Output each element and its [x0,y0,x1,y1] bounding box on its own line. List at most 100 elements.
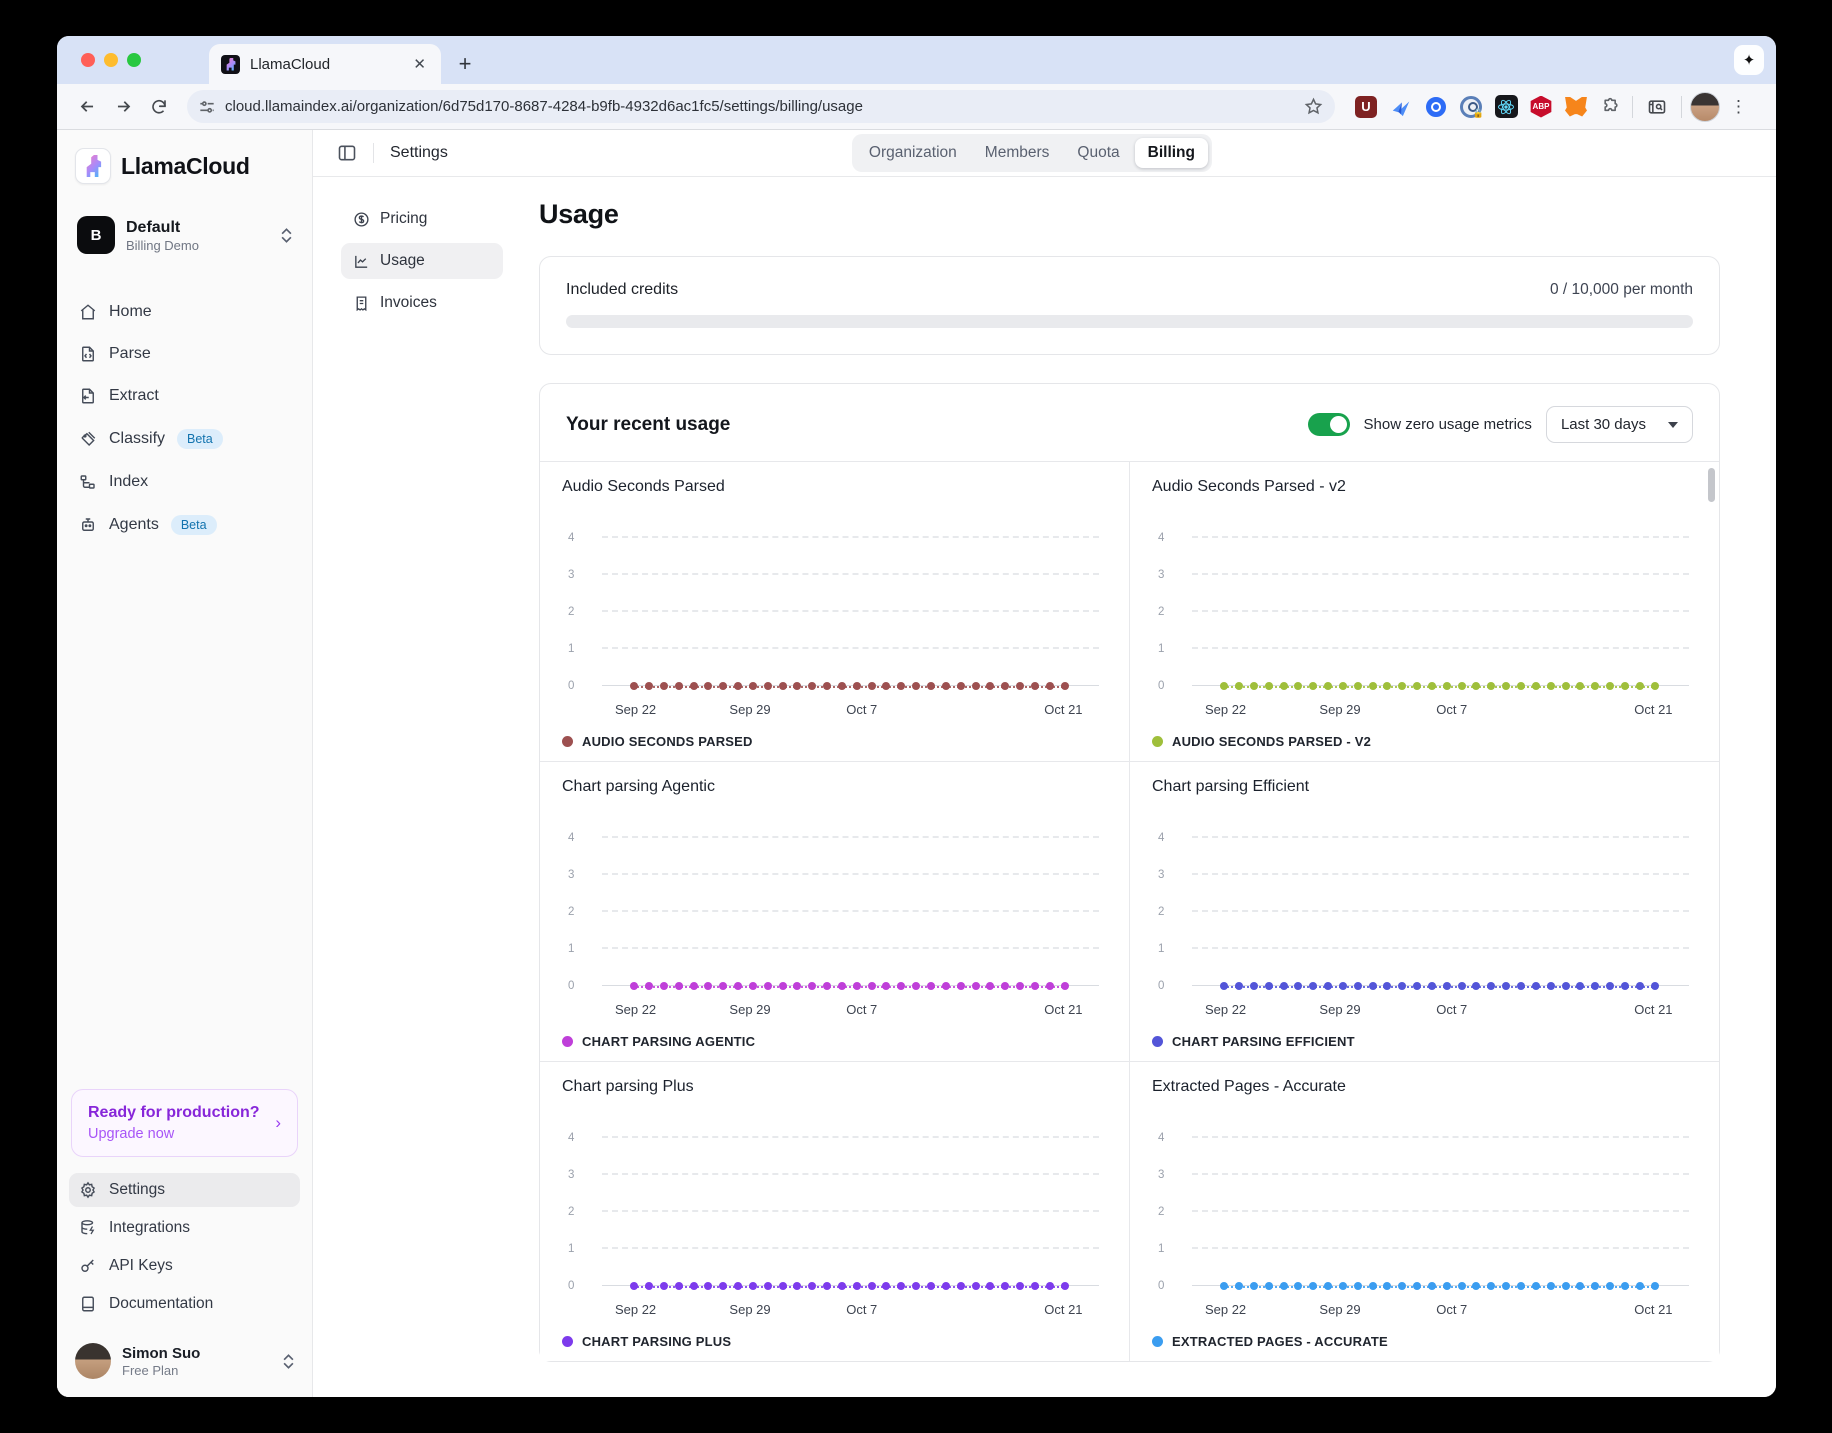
usage-chart-icon [353,253,370,270]
x-axis-tick: Sep 29 [729,1002,770,1017]
back-icon[interactable] [71,91,103,123]
data-point [1061,982,1069,990]
x-axis-tick: Oct 7 [1436,1002,1467,1017]
site-settings-icon[interactable] [199,99,215,115]
upgrade-card[interactable]: Ready for production? Upgrade now › [71,1089,298,1157]
data-point [1235,982,1243,990]
data-point [1636,1282,1644,1290]
extensions-puzzle-icon[interactable] [1598,94,1624,120]
data-point [1502,1282,1510,1290]
charts-scrollbar-thumb[interactable] [1708,468,1715,502]
minimize-window-button[interactable] [104,53,118,67]
bookmark-star-icon[interactable] [1304,97,1323,116]
data-point [1383,982,1391,990]
url-text[interactable]: cloud.llamaindex.ai/organization/6d75d17… [225,98,1294,115]
show-zero-usage-toggle[interactable] [1308,413,1350,436]
legend-dot [562,1336,573,1347]
sidebar-item-index[interactable]: Index [69,464,300,500]
data-point [808,682,816,690]
chart-legend: EXTRACTED PAGES - ACCURATE [1152,1334,1697,1349]
new-tab-button[interactable]: + [449,48,481,80]
tab-billing[interactable]: Billing [1135,138,1208,168]
close-tab-icon[interactable]: ✕ [408,53,431,75]
circle-target-icon[interactable] [1423,94,1449,120]
onepassword-icon[interactable] [1458,94,1484,120]
sidebar-item-documentation[interactable]: Documentation [69,1287,300,1321]
subnav-item-invoices[interactable]: Invoices [341,285,503,321]
data-point [868,1282,876,1290]
data-point [1016,1282,1024,1290]
upgrade-now-link[interactable]: Upgrade now [88,1126,260,1142]
date-range-select[interactable]: Last 30 days [1546,406,1693,443]
sidebar-item-classify[interactable]: Classify Beta [69,420,300,458]
data-point [749,682,757,690]
logo-name: LlamaCloud [121,153,250,180]
paper-plane-icon[interactable] [1388,94,1414,120]
usage-chart-2: Chart parsing Agentic01234Sep 22Sep 29Oc… [540,762,1129,1061]
x-axis-tick: Sep 29 [1319,702,1360,717]
subnav-item-pricing[interactable]: Pricing [341,201,503,237]
data-point [645,682,653,690]
react-devtools-icon[interactable] [1493,94,1519,120]
sidebar-item-api-keys[interactable]: API Keys [69,1249,300,1283]
browser-tab[interactable]: LlamaCloud ✕ [209,44,441,84]
sidebar-toggle-icon[interactable] [337,143,357,163]
sidebar-item-home[interactable]: Home [69,294,300,330]
sidebar-item-integrations[interactable]: Integrations [69,1211,300,1245]
side-panel-search-icon[interactable] [1641,91,1673,123]
data-point [1428,682,1436,690]
forward-icon[interactable] [107,91,139,123]
y-axis-tick: 4 [1158,1132,1164,1144]
data-point [942,682,950,690]
data-point [1046,982,1054,990]
data-point [1294,1282,1302,1290]
data-point [1220,1282,1228,1290]
sidebar-item-extract[interactable]: Extract [69,378,300,414]
zoom-window-button[interactable] [127,53,141,67]
y-axis-tick: 1 [1158,943,1164,955]
data-point [1309,682,1317,690]
tab-quota[interactable]: Quota [1064,138,1132,168]
data-point [1413,1282,1421,1290]
data-point [1280,682,1288,690]
legend-dot [1152,1036,1163,1047]
close-window-button[interactable] [81,53,95,67]
reload-icon[interactable] [143,91,175,123]
data-point [1517,682,1525,690]
data-point [764,982,772,990]
tab-members[interactable]: Members [972,138,1063,168]
tab-organization[interactable]: Organization [856,138,970,168]
metamask-icon[interactable] [1563,94,1589,120]
usage-page: Usage Included credits 0 / 10,000 per mo… [521,177,1776,1397]
sidebar-item-agents[interactable]: Agents Beta [69,506,300,544]
data-point [1636,982,1644,990]
data-point [986,982,994,990]
browser-profile-avatar[interactable] [1690,92,1720,122]
parse-icon [79,345,97,363]
user-menu[interactable]: Simon Suo Free Plan [69,1339,300,1383]
data-point [1472,682,1480,690]
chevron-up-down-icon[interactable] [283,1354,294,1369]
y-axis-tick: 2 [1158,1206,1164,1218]
sparkle-icon[interactable]: ✦ [1734,45,1764,75]
ublock-origin-icon[interactable]: U [1353,94,1379,120]
project-switcher[interactable]: B Default Billing Demo [71,210,298,260]
address-bar[interactable]: cloud.llamaindex.ai/organization/6d75d17… [187,90,1335,123]
y-axis-tick: 0 [1158,680,1164,692]
chevron-up-down-icon[interactable] [281,228,292,243]
sidebar-item-parse[interactable]: Parse [69,336,300,372]
browser-menu-icon[interactable]: ⋮ [1724,97,1753,117]
sidebar-item-settings[interactable]: Settings [69,1173,300,1207]
data-point [1576,682,1584,690]
data-point-row [1220,981,1659,990]
subnav-item-usage[interactable]: Usage [341,243,503,279]
usage-chart-3: Chart parsing Efficient01234Sep 22Sep 29… [1130,762,1719,1061]
data-point [1031,682,1039,690]
y-axis-tick: 3 [568,869,574,881]
adblock-plus-icon[interactable]: ABP [1528,94,1554,120]
data-point [912,982,920,990]
data-point [897,982,905,990]
y-axis-tick: 3 [1158,1169,1164,1181]
data-point [972,682,980,690]
included-credits-value: 0 / 10,000 per month [1550,281,1693,299]
